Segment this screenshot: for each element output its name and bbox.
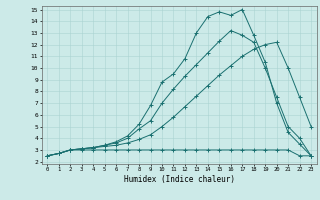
- X-axis label: Humidex (Indice chaleur): Humidex (Indice chaleur): [124, 175, 235, 184]
